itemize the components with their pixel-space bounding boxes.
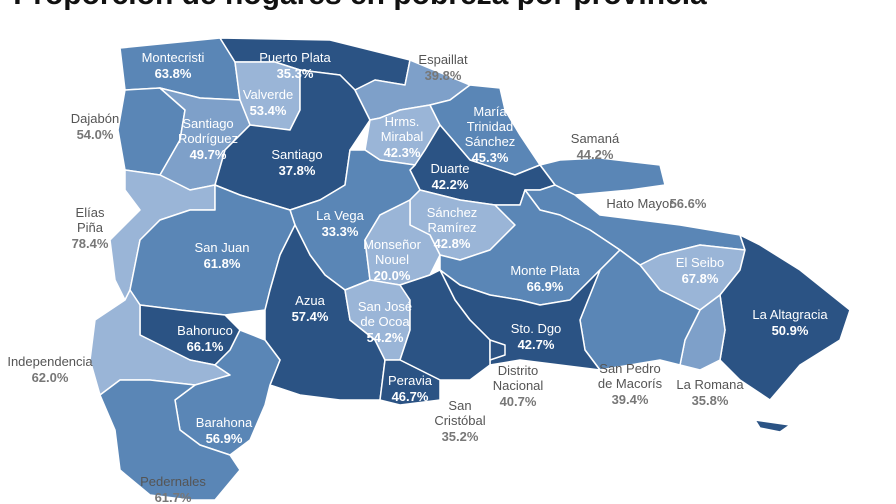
province-name: Distrito [498,363,538,378]
province-name: Valverde [243,87,293,102]
province-name: Monte Plata [510,263,580,278]
province-value: 35.8% [692,393,729,408]
province-value: 53.4% [250,103,287,118]
province-value: 35.3% [277,66,314,81]
province-name: Sánchez [465,134,516,149]
province-name: Nacional [493,378,544,393]
province-name: Monseñor [363,237,421,252]
province-name: Bahoruco [177,323,233,338]
province-name: Santiago [271,147,322,162]
title: Proporción de hogares en pobreza por pro… [13,0,707,11]
province-name: Azua [295,293,325,308]
province-name: Pedernales [140,474,206,489]
province-name: Cristóbal [434,413,485,428]
province-value: 42.7% [518,337,555,352]
province-value: 39.8% [425,68,462,83]
province-name: Piña [77,220,104,235]
province-shape [379,359,441,406]
province-name: Mirabal [381,129,424,144]
province-name: San Juan [195,240,250,255]
province-name: Duarte [430,161,469,176]
province-name: Santiago [182,116,233,131]
province-name: Espaillat [418,52,468,67]
province-name: Elías [76,205,105,220]
province-value: 42.8% [434,236,471,251]
province-name: La Romana [676,377,744,392]
province-value: 20.0% [374,268,411,283]
province-value: 67.8% [682,271,719,286]
province-shape [489,339,506,361]
province-name: Samaná [571,131,620,146]
province-value: 56.6% [670,196,707,211]
island-shape [754,419,791,433]
province-name: Rodríguez [178,131,238,146]
province-value: 44.2% [577,147,614,162]
province-shape [399,269,491,381]
province-name: Peravia [388,373,433,388]
province-value: 33.3% [322,224,359,239]
province-value: 45.3% [472,150,509,165]
province-value: 66.9% [527,279,564,294]
province-name: San José [358,299,412,314]
province-name: Nouel [375,252,409,267]
province-value: 63.8% [155,66,192,81]
province-value: 54.0% [77,127,114,142]
province-name: Trinidad [467,119,513,134]
province-shape [264,224,386,401]
province-name: Montecristi [142,50,205,65]
provinces [89,37,851,501]
province-name: Independencia [7,354,93,369]
province-name: Sánchez [427,205,478,220]
province-name: María [473,104,507,119]
province-value: 61.7% [155,490,192,504]
province-value: 46.7% [392,389,429,404]
province-value: 37.8% [279,163,316,178]
province-name: Sto. Dgo [511,321,562,336]
province-name: Hrms. [385,114,420,129]
province-value: 49.7% [190,147,227,162]
province-name: San Pedro [599,361,660,376]
province-value: 35.2% [442,429,479,444]
province-name: La Vega [316,208,364,223]
province-value: 39.4% [612,392,649,407]
province-name: Hato Mayor [606,196,674,211]
province-name: La Altagracia [752,307,828,322]
province-value: 42.2% [432,177,469,192]
province-value: 57.4% [292,309,329,324]
province-value: 40.7% [500,394,537,409]
province-name: San [448,398,471,413]
province-value: 56.9% [206,431,243,446]
province-name: Dajabón [71,111,119,126]
province-value: 61.8% [204,256,241,271]
province-name: Ramírez [427,220,476,235]
province-name: de Ocoa [360,314,410,329]
province-name: El Seibo [676,255,724,270]
province-value: 62.0% [32,370,69,385]
province-value: 66.1% [187,339,224,354]
province-shape [99,379,241,501]
province-value: 42.3% [384,145,421,160]
province-value: 54.2% [367,330,404,345]
province-value: 78.4% [72,236,109,251]
province-name: de Macorís [598,376,663,391]
province-value: 50.9% [772,323,809,338]
province-name: Puerto Plata [259,50,331,65]
province-name: Barahona [196,415,253,430]
